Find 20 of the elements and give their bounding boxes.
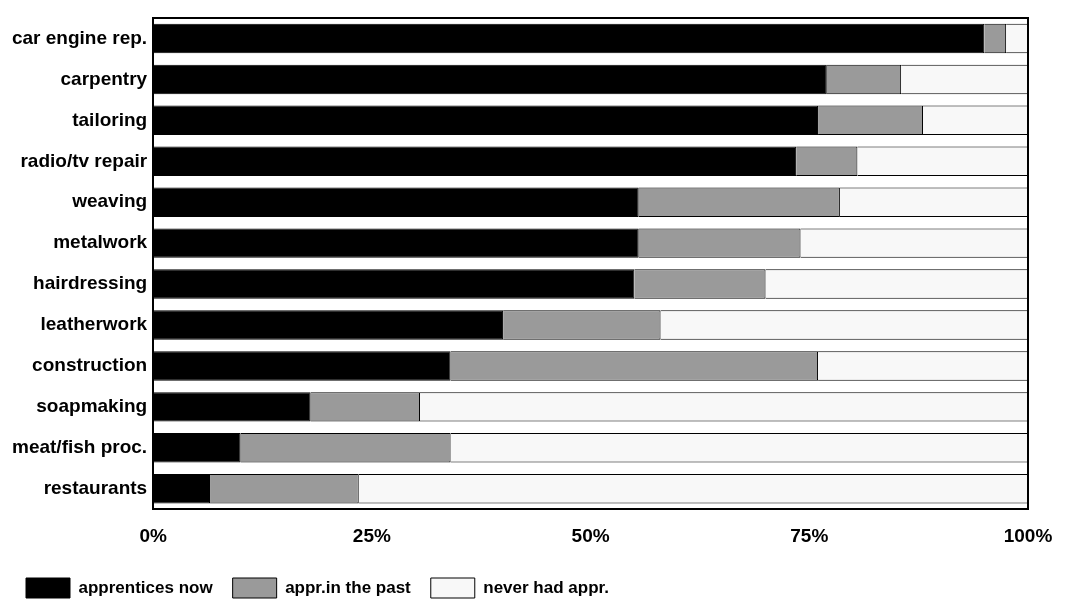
legend-label: appr.in the past xyxy=(285,577,412,597)
y-tick-label: weaving xyxy=(71,190,148,212)
y-tick-label: restaurants xyxy=(43,476,148,498)
y-tick-label: radio/tv repair xyxy=(20,149,148,171)
y-tick-label: carpentry xyxy=(60,67,148,89)
y-tick-label: car engine rep. xyxy=(11,26,148,48)
x-tick-label: 100% xyxy=(1003,524,1053,546)
y-tick-label: leatherwork xyxy=(40,313,148,335)
x-tick-label: 50% xyxy=(571,524,610,546)
y-tick-label: construction xyxy=(32,354,148,376)
y-tick-label: metalwork xyxy=(53,231,148,253)
y-tick-label: hairdressing xyxy=(33,272,148,294)
x-tick-label: 0% xyxy=(139,524,167,546)
legend-label: never had appr. xyxy=(483,577,609,597)
x-tick-label: 25% xyxy=(352,524,391,546)
y-tick-label: tailoring xyxy=(72,108,148,130)
y-tick-label: meat/fish proc. xyxy=(12,436,148,458)
y-tick-label: soapmaking xyxy=(36,395,148,417)
x-tick-label: 75% xyxy=(790,524,829,546)
legend-label: apprentices now xyxy=(78,577,214,597)
